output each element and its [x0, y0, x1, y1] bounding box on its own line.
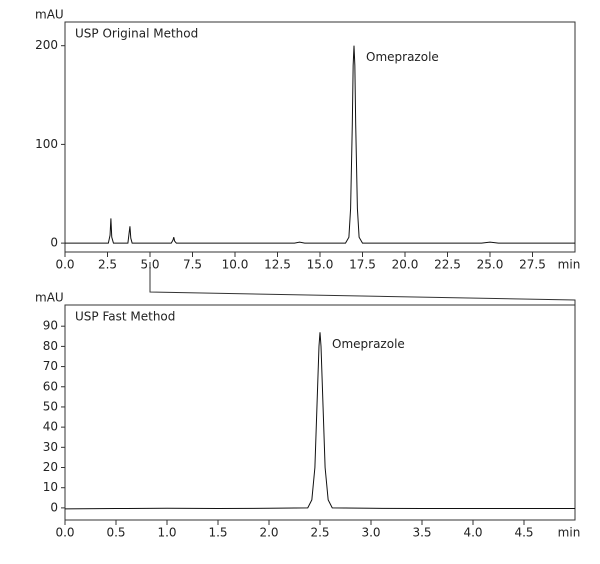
- x-tick-label: 4.0: [463, 526, 482, 540]
- x-tick-label: 25.0: [477, 258, 504, 272]
- x-tick-label: 1.0: [157, 526, 176, 540]
- x-tick-label: 1.5: [208, 526, 227, 540]
- x-tick-label: 17.5: [349, 258, 376, 272]
- y-tick-label: 200: [35, 38, 58, 52]
- x-tick-label: 12.5: [264, 258, 291, 272]
- y-tick-label: 60: [43, 379, 58, 393]
- y-tick-label: 20: [43, 460, 58, 474]
- x-tick-label: 0.5: [106, 526, 125, 540]
- x-tick-label: 10.0: [222, 258, 249, 272]
- y-tick-label: 100: [35, 137, 58, 151]
- y-tick-label: 80: [43, 339, 58, 353]
- x-axis-label: min: [558, 258, 581, 272]
- x-tick-label: 5.0: [140, 258, 159, 272]
- x-tick-label: 2.5: [98, 258, 117, 272]
- y-tick-label: 10: [43, 480, 58, 494]
- y-axis-label: mAU: [35, 291, 64, 305]
- chromatogram-trace: [65, 45, 575, 244]
- peak-label: Omeprazole: [366, 50, 439, 64]
- y-tick-label: 90: [43, 319, 58, 333]
- x-axis-label: min: [558, 526, 581, 540]
- y-axis-label: mAU: [35, 8, 64, 22]
- x-tick-label: 3.0: [361, 526, 380, 540]
- x-tick-label: 15.0: [307, 258, 334, 272]
- x-tick-label: 27.5: [519, 258, 546, 272]
- method-label: USP Fast Method: [75, 310, 175, 324]
- chromatogram-trace: [64, 332, 575, 510]
- y-tick-label: 70: [43, 359, 58, 373]
- x-tick-label: 22.5: [434, 258, 461, 272]
- method-label: USP Original Method: [75, 27, 198, 41]
- x-tick-label: 2.0: [259, 526, 278, 540]
- x-tick-label: 0.0: [55, 258, 74, 272]
- x-tick-label: 7.5: [183, 258, 202, 272]
- y-tick-label: 0: [50, 500, 58, 514]
- x-tick-label: 0.0: [55, 526, 74, 540]
- y-tick-label: 30: [43, 440, 58, 454]
- x-tick-label: 20.0: [392, 258, 419, 272]
- y-tick-label: 40: [43, 420, 58, 434]
- x-tick-label: 3.5: [412, 526, 431, 540]
- peak-label: Omeprazole: [332, 337, 405, 351]
- x-tick-label: 2.5: [310, 526, 329, 540]
- plot-frame: [64, 21, 576, 253]
- y-tick-label: 50: [43, 399, 58, 413]
- x-tick-label: 4.5: [514, 526, 533, 540]
- y-tick-label: 0: [50, 236, 58, 250]
